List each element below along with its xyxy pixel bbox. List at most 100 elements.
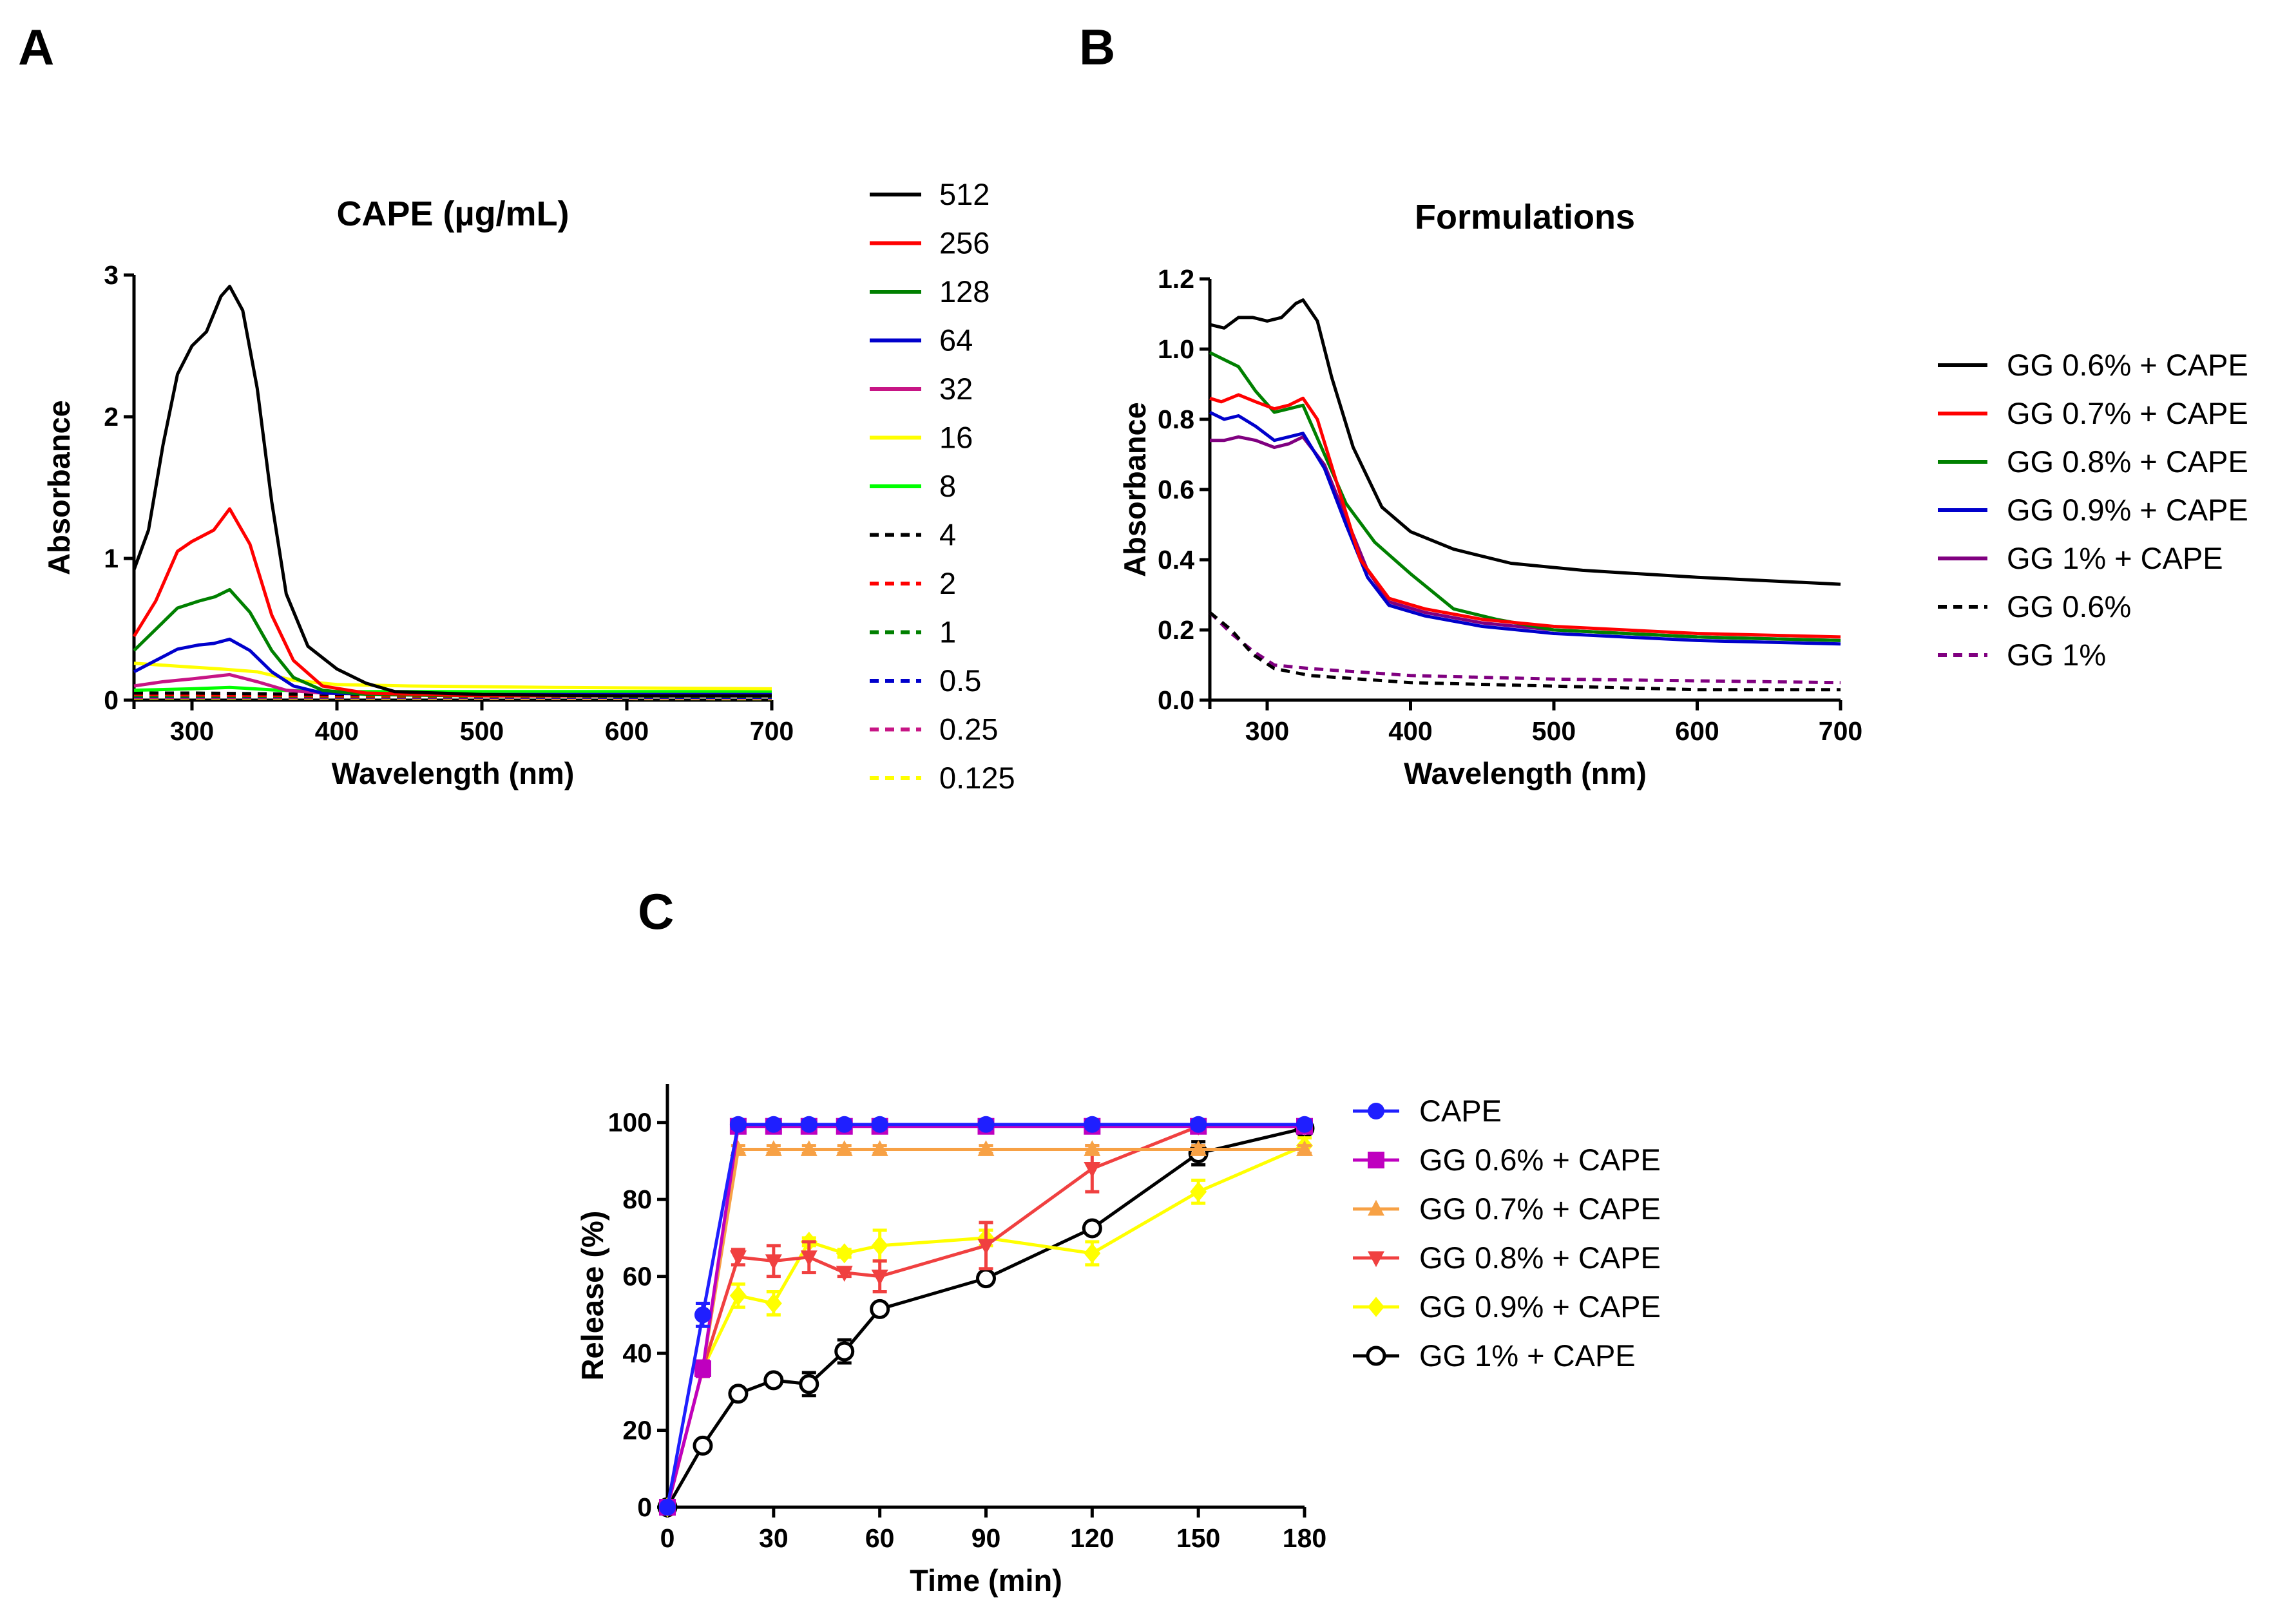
legend-label: GG 0.9% + CAPE: [2007, 493, 2248, 527]
data-point-marker: [836, 1140, 853, 1156]
series-line-gg-0.9-cape: [1209, 410, 1841, 646]
data-point-marker: [729, 1250, 747, 1267]
data-point-marker: [1368, 1199, 1384, 1216]
data-point-marker: [976, 1268, 996, 1289]
data-point-marker: [836, 1243, 853, 1264]
data-point-marker: [977, 1140, 995, 1156]
data-point-marker: [1084, 1243, 1101, 1264]
data-point-marker: [1084, 1162, 1101, 1178]
legend-label: 1: [939, 615, 956, 649]
data-point-marker: [800, 1116, 818, 1133]
x-tick-label: 400: [315, 716, 359, 746]
data-point-marker: [765, 1140, 782, 1156]
series-line-64: [133, 637, 772, 696]
x-tick-label: 300: [170, 716, 214, 746]
data-point-marker: [1368, 1103, 1384, 1119]
x-axis-label: Wavelength (nm): [1404, 756, 1647, 790]
y-axis-label: Release (%): [575, 1211, 609, 1381]
data-point-marker: [1084, 1140, 1101, 1156]
data-point-marker: [765, 1254, 782, 1271]
data-point-marker: [977, 1116, 995, 1133]
series-line-gg-0.6-: [1209, 611, 1841, 692]
legend-label: GG 1% + CAPE: [2007, 541, 2223, 575]
data-point-marker: [659, 1499, 676, 1516]
x-tick-label: 300: [1245, 716, 1289, 746]
y-tick-label: 0.8: [1158, 404, 1194, 434]
data-point-marker: [870, 1299, 890, 1319]
data-point-marker: [765, 1293, 782, 1314]
x-tick-label: 500: [460, 716, 504, 746]
y-tick-label: 0.2: [1158, 615, 1194, 645]
y-tick-label: 20: [622, 1416, 652, 1445]
y-tick-label: 3: [104, 260, 119, 290]
series-line-gg-0.7-cape: [1209, 393, 1841, 639]
legend-label: CAPE: [1419, 1094, 1502, 1128]
data-point-marker: [728, 1384, 749, 1404]
x-tick-label: 120: [1070, 1523, 1114, 1553]
series-line-gg-0.6-cape: [1209, 298, 1841, 586]
y-tick-label: 1: [104, 544, 119, 573]
legend-label: 64: [939, 323, 973, 357]
data-point-marker: [834, 1341, 855, 1362]
x-tick-label: 150: [1176, 1523, 1220, 1553]
data-point-marker: [1082, 1218, 1102, 1239]
y-tick-label: 0.4: [1158, 545, 1194, 575]
x-tick-label: 90: [971, 1523, 1001, 1553]
series-line-gg-1-cape: [1210, 435, 1841, 642]
panel-letter-b: B: [1079, 19, 1115, 75]
y-tick-label: 0.6: [1158, 475, 1194, 504]
x-tick-label: 400: [1388, 716, 1432, 746]
y-tick-label: 0: [104, 685, 119, 715]
y-axis-label: Absorbance: [1118, 402, 1152, 577]
legend-label: GG 0.6%: [2007, 589, 2131, 623]
legend-label: GG 0.9% + CAPE: [1419, 1290, 1661, 1324]
x-tick-label: 500: [1532, 716, 1576, 746]
data-point-marker: [1368, 1152, 1384, 1168]
legend-label: 16: [939, 421, 973, 455]
chart-panel-b: 0.0 0.2 0.4 0.6 0.8 1.0 1.2 300 400 500 600 700 Wave…: [1118, 198, 2248, 790]
data-point-marker: [694, 1306, 711, 1324]
legend-label: GG 0.7% + CAPE: [2007, 396, 2248, 430]
x-tick-label: 60: [865, 1523, 895, 1553]
data-point-marker: [800, 1250, 818, 1267]
data-point-marker: [836, 1266, 853, 1282]
data-point-marker: [1368, 1297, 1384, 1317]
panel-letter-c: C: [638, 883, 674, 940]
legend-label: GG 1% + CAPE: [1419, 1338, 1636, 1373]
legend-label: 8: [939, 469, 956, 503]
legend-label: 2: [939, 566, 956, 600]
x-tick-label: 30: [759, 1523, 789, 1553]
legend-label: 512: [939, 177, 990, 211]
chart-title: Formulations: [1415, 198, 1635, 236]
data-point-marker: [1190, 1140, 1207, 1156]
legend-label: 4: [939, 518, 956, 552]
x-tick-label: 600: [1675, 716, 1719, 746]
y-tick-label: 40: [622, 1338, 652, 1368]
legend-label: GG 0.6% + CAPE: [2007, 348, 2248, 382]
x-tick-label: 700: [750, 716, 794, 746]
data-point-marker: [1368, 1251, 1384, 1268]
chart-panel-a: 0 1 2 3 300 400 500 600 700 Wavelength (nm) Absorb…: [42, 177, 1015, 795]
data-point-marker: [871, 1140, 888, 1156]
data-point-marker: [694, 1360, 711, 1377]
series-line-512: [132, 285, 772, 698]
y-tick-label: 2: [104, 402, 119, 432]
panel-letter-a: A: [18, 19, 54, 75]
data-point-marker: [836, 1116, 853, 1133]
legend-label: GG 0.7% + CAPE: [1419, 1192, 1661, 1226]
data-point-marker: [871, 1116, 888, 1133]
legend-label: 256: [939, 226, 990, 260]
y-tick-label: 60: [622, 1262, 652, 1291]
data-point-marker: [693, 1435, 713, 1456]
y-tick-label: 100: [608, 1108, 652, 1137]
legend-label: GG 0.8% + CAPE: [1419, 1241, 1661, 1275]
legend-label: 0.25: [939, 712, 998, 747]
data-point-marker: [1296, 1140, 1313, 1156]
data-point-marker: [763, 1370, 784, 1391]
data-point-marker: [799, 1374, 819, 1394]
legend-label: 0.5: [939, 663, 981, 698]
data-point-marker: [729, 1116, 747, 1133]
legend-label: 0.125: [939, 761, 1015, 795]
data-point-marker: [1366, 1346, 1386, 1366]
